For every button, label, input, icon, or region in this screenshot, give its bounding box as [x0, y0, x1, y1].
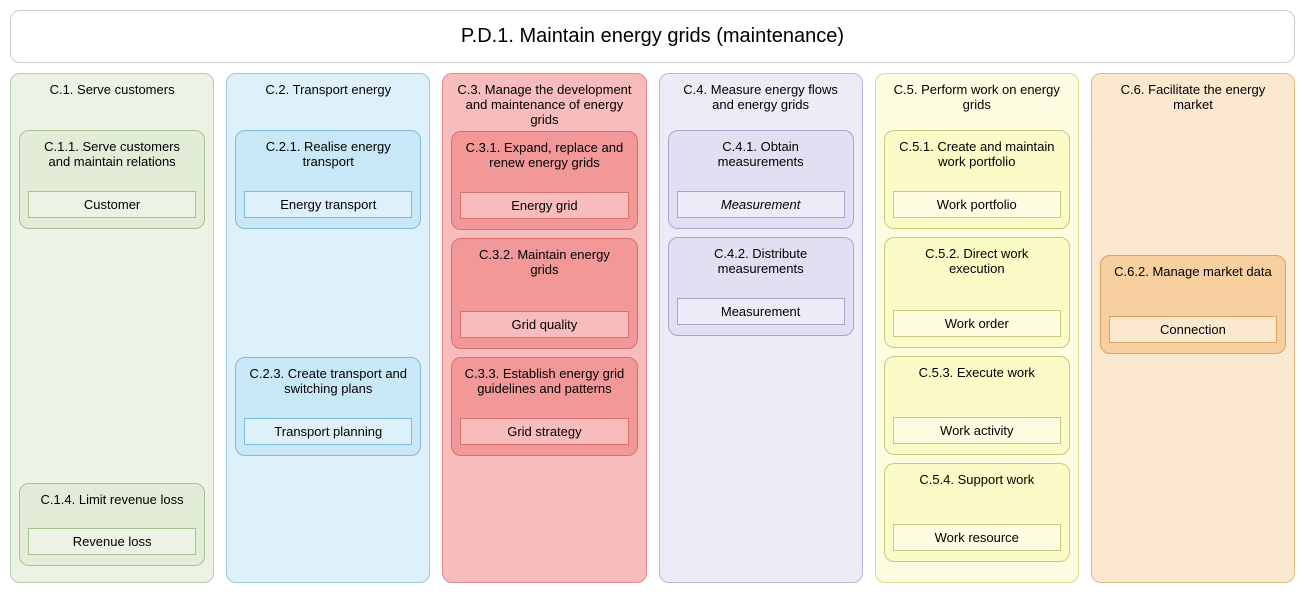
leaf-energy-transport: Energy transport: [244, 191, 412, 218]
sub-c6-2: C.6.2. Manage market data Connection: [1100, 255, 1286, 354]
sub-c3-1: C.3.1. Expand, replace and renew energy …: [451, 131, 637, 230]
sub-c4-2: C.4.2. Distribute measurements Measureme…: [668, 237, 854, 336]
leaf-revenue-loss: Revenue loss: [28, 528, 196, 555]
sub-c5-4-title: C.5.4. Support work: [893, 472, 1061, 490]
sub-c3-1-title: C.3.1. Expand, replace and renew energy …: [460, 140, 628, 174]
sub-c5-3-title: C.5.3. Execute work: [893, 365, 1061, 383]
diagram-header: P.D.1. Maintain energy grids (maintenanc…: [10, 10, 1295, 63]
sub-c2-3-title: C.2.3. Create transport and switching pl…: [244, 366, 412, 400]
leaf-grid-quality: Grid quality: [460, 311, 628, 338]
sub-c5-2-title: C.5.2. Direct work execution: [893, 246, 1061, 276]
sub-c1-1: C.1.1. Serve customers and maintain rela…: [19, 130, 205, 229]
column-c1-title: C.1. Serve customers: [19, 82, 205, 130]
columns-container: C.1. Serve customers C.1.1. Serve custom…: [10, 73, 1295, 583]
sub-c3-3-title: C.3.3. Establish energy grid guidelines …: [460, 366, 628, 400]
leaf-grid-strategy: Grid strategy: [460, 418, 628, 445]
leaf-connection: Connection: [1109, 316, 1277, 343]
header-title: P.D.1. Maintain energy grids (maintenanc…: [461, 25, 844, 47]
sub-c5-1: C.5.1. Create and maintain work portfoli…: [884, 130, 1070, 229]
sub-c2-3: C.2.3. Create transport and switching pl…: [235, 357, 421, 456]
sub-c5-4: C.5.4. Support work Work resource: [884, 463, 1070, 562]
column-c6-title: C.6. Facilitate the energy market: [1100, 82, 1286, 130]
column-c4-title: C.4. Measure energy flows and energy gri…: [668, 82, 854, 130]
leaf-measurement-2: Measurement: [677, 298, 845, 325]
sub-c4-1-title: C.4.1. Obtain measurements: [677, 139, 845, 173]
column-c5-title: C.5. Perform work on energy grids: [884, 82, 1070, 130]
sub-c5-1-title: C.5.1. Create and maintain work portfoli…: [893, 139, 1061, 173]
column-c2-title: C.2. Transport energy: [235, 82, 421, 130]
leaf-work-portfolio: Work portfolio: [893, 191, 1061, 218]
column-c2: C.2. Transport energy C.2.1. Realise ene…: [226, 73, 430, 583]
leaf-energy-grid: Energy grid: [460, 192, 628, 219]
sub-c5-2: C.5.2. Direct work execution Work order: [884, 237, 1070, 348]
column-c3: C.3. Manage the development and maintena…: [442, 73, 646, 583]
leaf-work-activity: Work activity: [893, 417, 1061, 444]
column-c6: C.6. Facilitate the energy market C.6.2.…: [1091, 73, 1295, 583]
sub-c2-1: C.2.1. Realise energy transport Energy t…: [235, 130, 421, 229]
sub-c2-1-title: C.2.1. Realise energy transport: [244, 139, 412, 173]
sub-c3-2: C.3.2. Maintain energy grids Grid qualit…: [451, 238, 637, 349]
leaf-measurement-1: Measurement: [677, 191, 845, 218]
sub-c1-1-title: C.1.1. Serve customers and maintain rela…: [28, 139, 196, 173]
leaf-work-resource: Work resource: [893, 524, 1061, 551]
leaf-customer: Customer: [28, 191, 196, 218]
column-c5: C.5. Perform work on energy grids C.5.1.…: [875, 73, 1079, 583]
sub-c1-4-title: C.1.4. Limit revenue loss: [28, 492, 196, 510]
column-c3-title: C.3. Manage the development and maintena…: [451, 82, 637, 131]
sub-c6-2-title: C.6.2. Manage market data: [1109, 264, 1277, 282]
column-c4: C.4. Measure energy flows and energy gri…: [659, 73, 863, 583]
sub-c3-3: C.3.3. Establish energy grid guidelines …: [451, 357, 637, 456]
sub-c1-4: C.1.4. Limit revenue loss Revenue loss: [19, 483, 205, 566]
sub-c4-2-title: C.4.2. Distribute measurements: [677, 246, 845, 280]
column-c1: C.1. Serve customers C.1.1. Serve custom…: [10, 73, 214, 583]
sub-c5-3: C.5.3. Execute work Work activity: [884, 356, 1070, 455]
sub-c4-1: C.4.1. Obtain measurements Measurement: [668, 130, 854, 229]
leaf-work-order: Work order: [893, 310, 1061, 337]
sub-c3-2-title: C.3.2. Maintain energy grids: [460, 247, 628, 277]
leaf-transport-planning: Transport planning: [244, 418, 412, 445]
